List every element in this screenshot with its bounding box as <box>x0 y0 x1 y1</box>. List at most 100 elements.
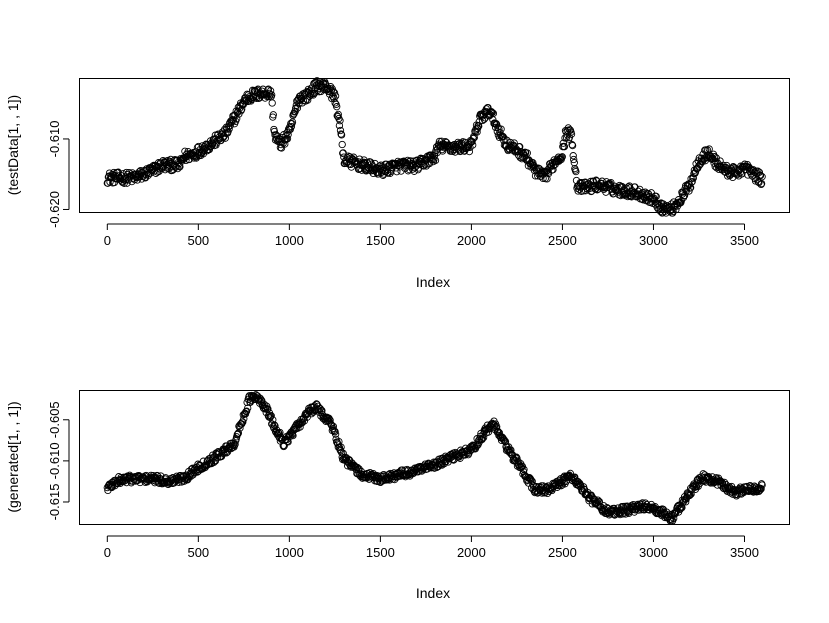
data-point <box>336 117 344 125</box>
data-point <box>233 430 241 439</box>
data-point <box>475 122 483 130</box>
data-point <box>497 125 505 133</box>
plot-frame-test-data <box>79 78 790 213</box>
data-point <box>330 89 339 97</box>
data-point <box>567 130 576 138</box>
y-axis-generated: -0.615 -0.610 -0.605 <box>47 401 70 521</box>
x-tick-label: 1000 <box>275 233 304 248</box>
data-point <box>258 397 266 405</box>
data-point <box>652 192 660 201</box>
data-point <box>710 153 719 161</box>
data-point <box>689 174 697 182</box>
x-tick-label: 2000 <box>457 233 486 248</box>
x-tick-label: 500 <box>187 545 209 560</box>
data-point <box>242 407 251 415</box>
x-tick-label: 3500 <box>730 545 759 560</box>
data-point <box>290 426 298 434</box>
x-tick-label: 2500 <box>548 233 577 248</box>
y-axis-test-data: -0.620 -0.610 <box>47 121 70 228</box>
data-point <box>238 105 246 113</box>
data-point <box>431 156 440 165</box>
data-point <box>331 430 340 438</box>
y-tick-label: -0.605 <box>47 401 62 438</box>
x-axis-title-test-data: Index <box>416 274 450 290</box>
data-point <box>169 165 178 174</box>
y-axis-title-test-data: (testData[1, , 1]) <box>5 95 21 195</box>
data-point <box>243 398 251 407</box>
data-point <box>680 191 689 200</box>
data-point <box>331 427 339 436</box>
x-tick-label: 2500 <box>548 545 577 560</box>
x-tick-label: 1500 <box>366 233 395 248</box>
data-point <box>703 146 712 154</box>
data-point <box>691 481 699 489</box>
data-point <box>688 178 696 186</box>
x-tick-label: 3000 <box>639 545 668 560</box>
data-point <box>335 121 344 130</box>
data-point <box>572 167 580 176</box>
data-point <box>275 429 283 437</box>
data-point <box>264 405 272 413</box>
data-point <box>283 135 292 143</box>
data-point <box>624 192 632 201</box>
data-point <box>558 153 566 161</box>
y-tick-label: -0.610 <box>47 442 62 479</box>
data-point <box>520 465 528 474</box>
data-point <box>543 175 551 183</box>
data-point <box>366 158 375 166</box>
x-axis-generated: 0 500 1000 1500 2000 2500 3000 3500 <box>104 535 759 560</box>
scatter-points-generated <box>103 391 766 526</box>
data-point <box>296 423 304 431</box>
data-point <box>687 490 695 498</box>
data-point <box>570 159 578 167</box>
data-point <box>493 422 501 431</box>
data-point <box>333 103 341 111</box>
y-tick-label: -0.620 <box>47 191 62 228</box>
data-point <box>325 414 333 422</box>
data-point <box>257 396 265 404</box>
data-point <box>691 168 700 176</box>
panel-test-data: 0 500 1000 1500 2000 2500 3000 3500 -0.620 -0.61… <box>5 77 790 290</box>
data-point <box>219 449 228 458</box>
data-point <box>670 514 678 523</box>
data-point <box>674 198 682 207</box>
data-point <box>560 472 569 480</box>
data-point <box>468 137 476 146</box>
data-point <box>480 115 488 123</box>
data-point <box>266 87 275 95</box>
y-tick-label: -0.615 <box>47 484 62 521</box>
data-point <box>528 477 536 485</box>
data-point <box>758 481 766 489</box>
data-point <box>757 179 766 188</box>
data-point <box>569 152 577 160</box>
data-point <box>231 440 239 448</box>
data-point <box>233 115 241 123</box>
data-point <box>271 422 279 430</box>
data-point <box>478 434 487 443</box>
data-point <box>727 170 736 178</box>
data-point <box>559 139 567 147</box>
data-point <box>595 497 604 506</box>
data-point <box>337 443 345 451</box>
data-point <box>268 99 276 107</box>
data-point <box>337 131 346 139</box>
data-point <box>123 179 131 187</box>
data-point <box>268 91 276 99</box>
data-point <box>331 99 339 107</box>
data-point <box>322 80 330 89</box>
x-tick-label: 1000 <box>275 545 304 560</box>
data-point <box>293 104 302 112</box>
data-point <box>298 419 306 427</box>
data-point <box>682 498 690 506</box>
data-point <box>338 140 346 149</box>
data-point <box>155 479 163 487</box>
data-point <box>239 418 247 426</box>
data-point <box>501 437 510 446</box>
data-point <box>758 173 766 181</box>
data-point <box>267 412 275 420</box>
data-point <box>560 143 569 151</box>
data-point <box>269 111 277 119</box>
data-point <box>287 122 296 131</box>
data-point <box>494 427 502 435</box>
